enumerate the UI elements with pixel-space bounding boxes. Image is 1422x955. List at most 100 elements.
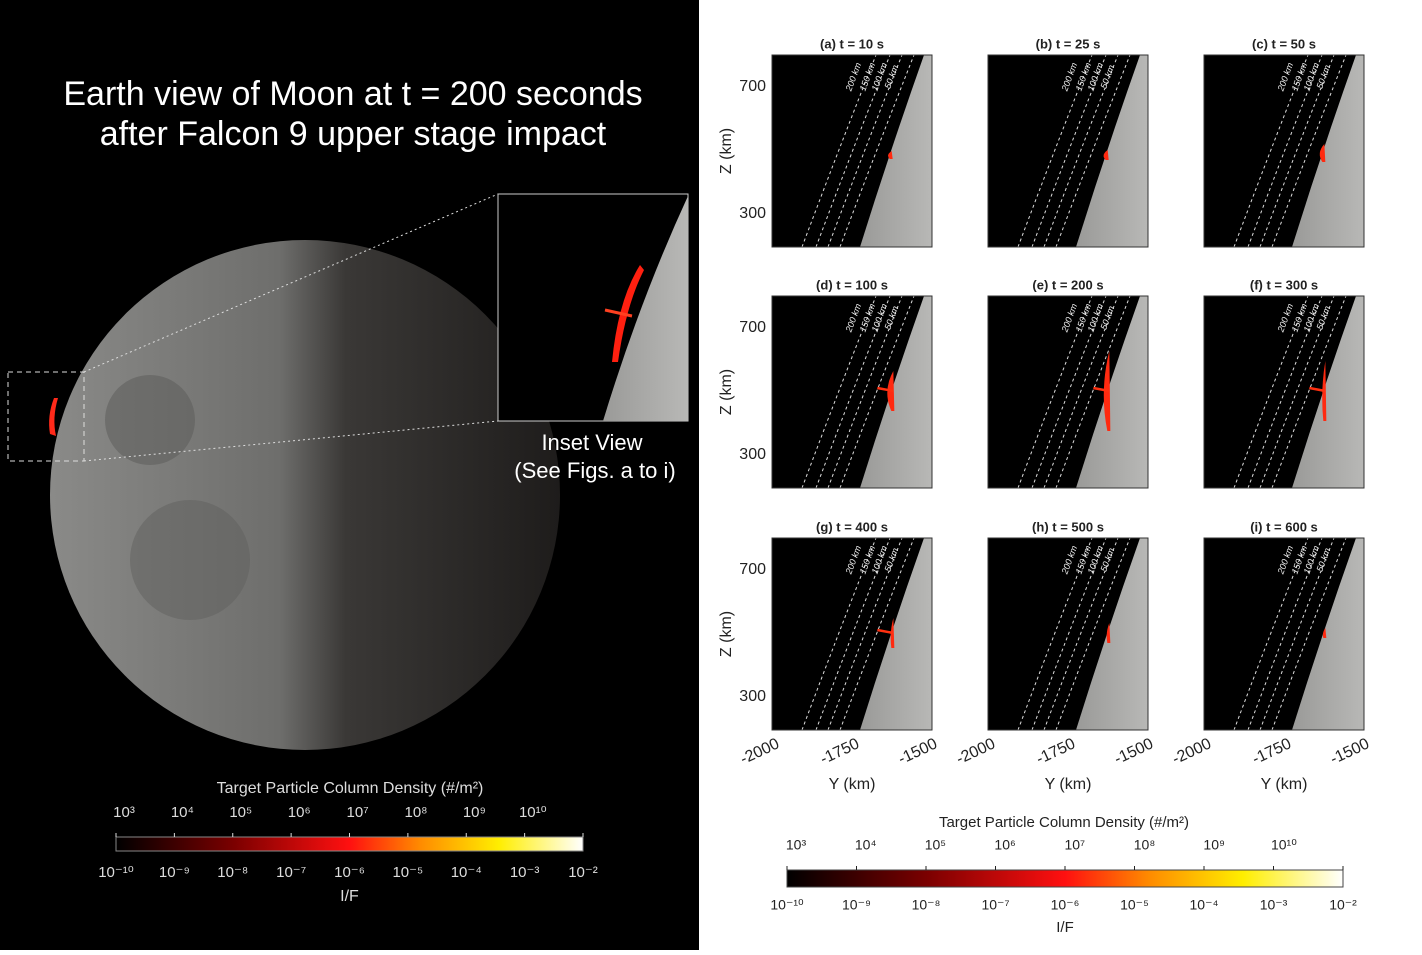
inset-label: (See Figs. a to i) xyxy=(514,458,675,483)
y-axis-label: Y (km) xyxy=(1261,776,1308,793)
density-tick-label: 10⁵ xyxy=(229,804,252,821)
altitude-contour xyxy=(1247,296,1323,488)
altitude-contour xyxy=(1043,538,1119,730)
y-axis-label: Y (km) xyxy=(1045,776,1092,793)
altitude-contour xyxy=(839,55,915,247)
altitude-contour xyxy=(1271,296,1347,488)
density-tick-label: 10⁷ xyxy=(1064,837,1085,853)
moon-limb xyxy=(1292,538,1364,730)
plume xyxy=(1322,628,1327,638)
density-tick-label: 10⁸ xyxy=(1134,837,1156,853)
if-tick-label: 10⁻⁴ xyxy=(451,864,482,881)
panel-frame xyxy=(987,537,1149,731)
if-tick-label: 10⁻⁴ xyxy=(1190,897,1219,913)
altitude-contour xyxy=(1233,296,1309,488)
title: Earth view of Moon at t = 200 seconds xyxy=(63,75,642,113)
z-tick-label: 700 xyxy=(739,78,766,95)
panel-frame xyxy=(1203,537,1365,731)
panel-title: (b) t = 25 s xyxy=(1036,36,1101,51)
if-tick-label: 10⁻² xyxy=(568,864,598,881)
zoom-line xyxy=(83,420,499,462)
panel-title: (e) t = 200 s xyxy=(1032,277,1103,292)
density-tick-label: 10⁶ xyxy=(288,804,311,821)
if-tick-label: 10⁻⁹ xyxy=(159,864,190,881)
altitude-contour xyxy=(1055,296,1131,488)
if-tick-label: 10⁻⁵ xyxy=(1120,897,1149,913)
plume xyxy=(1103,150,1109,160)
moon-limb xyxy=(1076,296,1148,488)
altitude-contour xyxy=(1247,55,1323,247)
colorbar xyxy=(786,869,1344,888)
plume-ray xyxy=(1309,386,1326,393)
zoom-line xyxy=(83,193,499,373)
density-tick-label: 10³ xyxy=(786,837,807,853)
altitude-contour xyxy=(1259,55,1335,247)
altitude-contour xyxy=(1055,55,1131,247)
z-axis-label: Z (km) xyxy=(718,128,735,174)
density-tick-label: 10¹⁰ xyxy=(519,804,547,821)
colorbar xyxy=(115,836,584,852)
panel-frame xyxy=(771,295,933,489)
moon-limb xyxy=(1076,55,1148,247)
panel-frame xyxy=(1203,295,1365,489)
altitude-contour xyxy=(1233,538,1309,730)
altitude-contour xyxy=(1017,296,1093,488)
if-tick-label: 10⁻³ xyxy=(510,864,540,881)
altitude-contour xyxy=(827,296,903,488)
panel-title: (f) t = 300 s xyxy=(1250,277,1318,292)
altitude-contour xyxy=(1031,296,1107,488)
if-tick-label: 10⁻¹⁰ xyxy=(98,864,134,881)
altitude-contour xyxy=(1271,538,1347,730)
altitude-contour xyxy=(1247,538,1323,730)
altitude-contour xyxy=(801,538,877,730)
altitude-contour xyxy=(1259,296,1335,488)
colorbar-title: Target Particle Column Density (#/m²) xyxy=(217,780,484,797)
altitude-contour xyxy=(1043,296,1119,488)
density-tick-label: 10¹⁰ xyxy=(1271,837,1297,853)
z-tick-label: 300 xyxy=(739,205,766,222)
panel-title: (d) t = 100 s xyxy=(816,277,888,292)
plume-ray xyxy=(1093,386,1110,393)
panel-title: (i) t = 600 s xyxy=(1250,519,1318,534)
if-tick-label: 10⁻⁷ xyxy=(981,897,1009,913)
plume xyxy=(888,151,893,159)
mare xyxy=(105,375,195,465)
colorbar-axis-label: I/F xyxy=(340,888,359,905)
altitude-contour xyxy=(839,296,915,488)
moon-limb xyxy=(860,538,932,730)
if-tick-label: 10⁻⁸ xyxy=(217,864,248,881)
colorbar-axis-label: I/F xyxy=(1056,919,1074,936)
z-tick-label: 700 xyxy=(739,319,766,336)
z-axis-label: Z (km) xyxy=(718,369,735,415)
density-tick-label: 10⁴ xyxy=(171,804,194,821)
moon-limb xyxy=(1076,538,1148,730)
inset-label: Inset View xyxy=(541,430,642,455)
panel-title: (a) t = 10 s xyxy=(820,36,884,51)
panel-frame xyxy=(1203,54,1365,248)
panel-frame xyxy=(771,54,933,248)
z-axis-label: Z (km) xyxy=(718,611,735,657)
altitude-contour xyxy=(1017,538,1093,730)
density-tick-label: 10⁵ xyxy=(925,837,946,853)
plume xyxy=(612,265,644,362)
panel-frame xyxy=(771,537,933,731)
panel-title: (h) t = 500 s xyxy=(1032,519,1104,534)
if-tick-label: 10⁻³ xyxy=(1260,897,1288,913)
moon-limb xyxy=(860,55,932,247)
mare xyxy=(130,500,250,620)
density-tick-label: 10⁷ xyxy=(347,804,369,821)
moon-limb xyxy=(1292,296,1364,488)
